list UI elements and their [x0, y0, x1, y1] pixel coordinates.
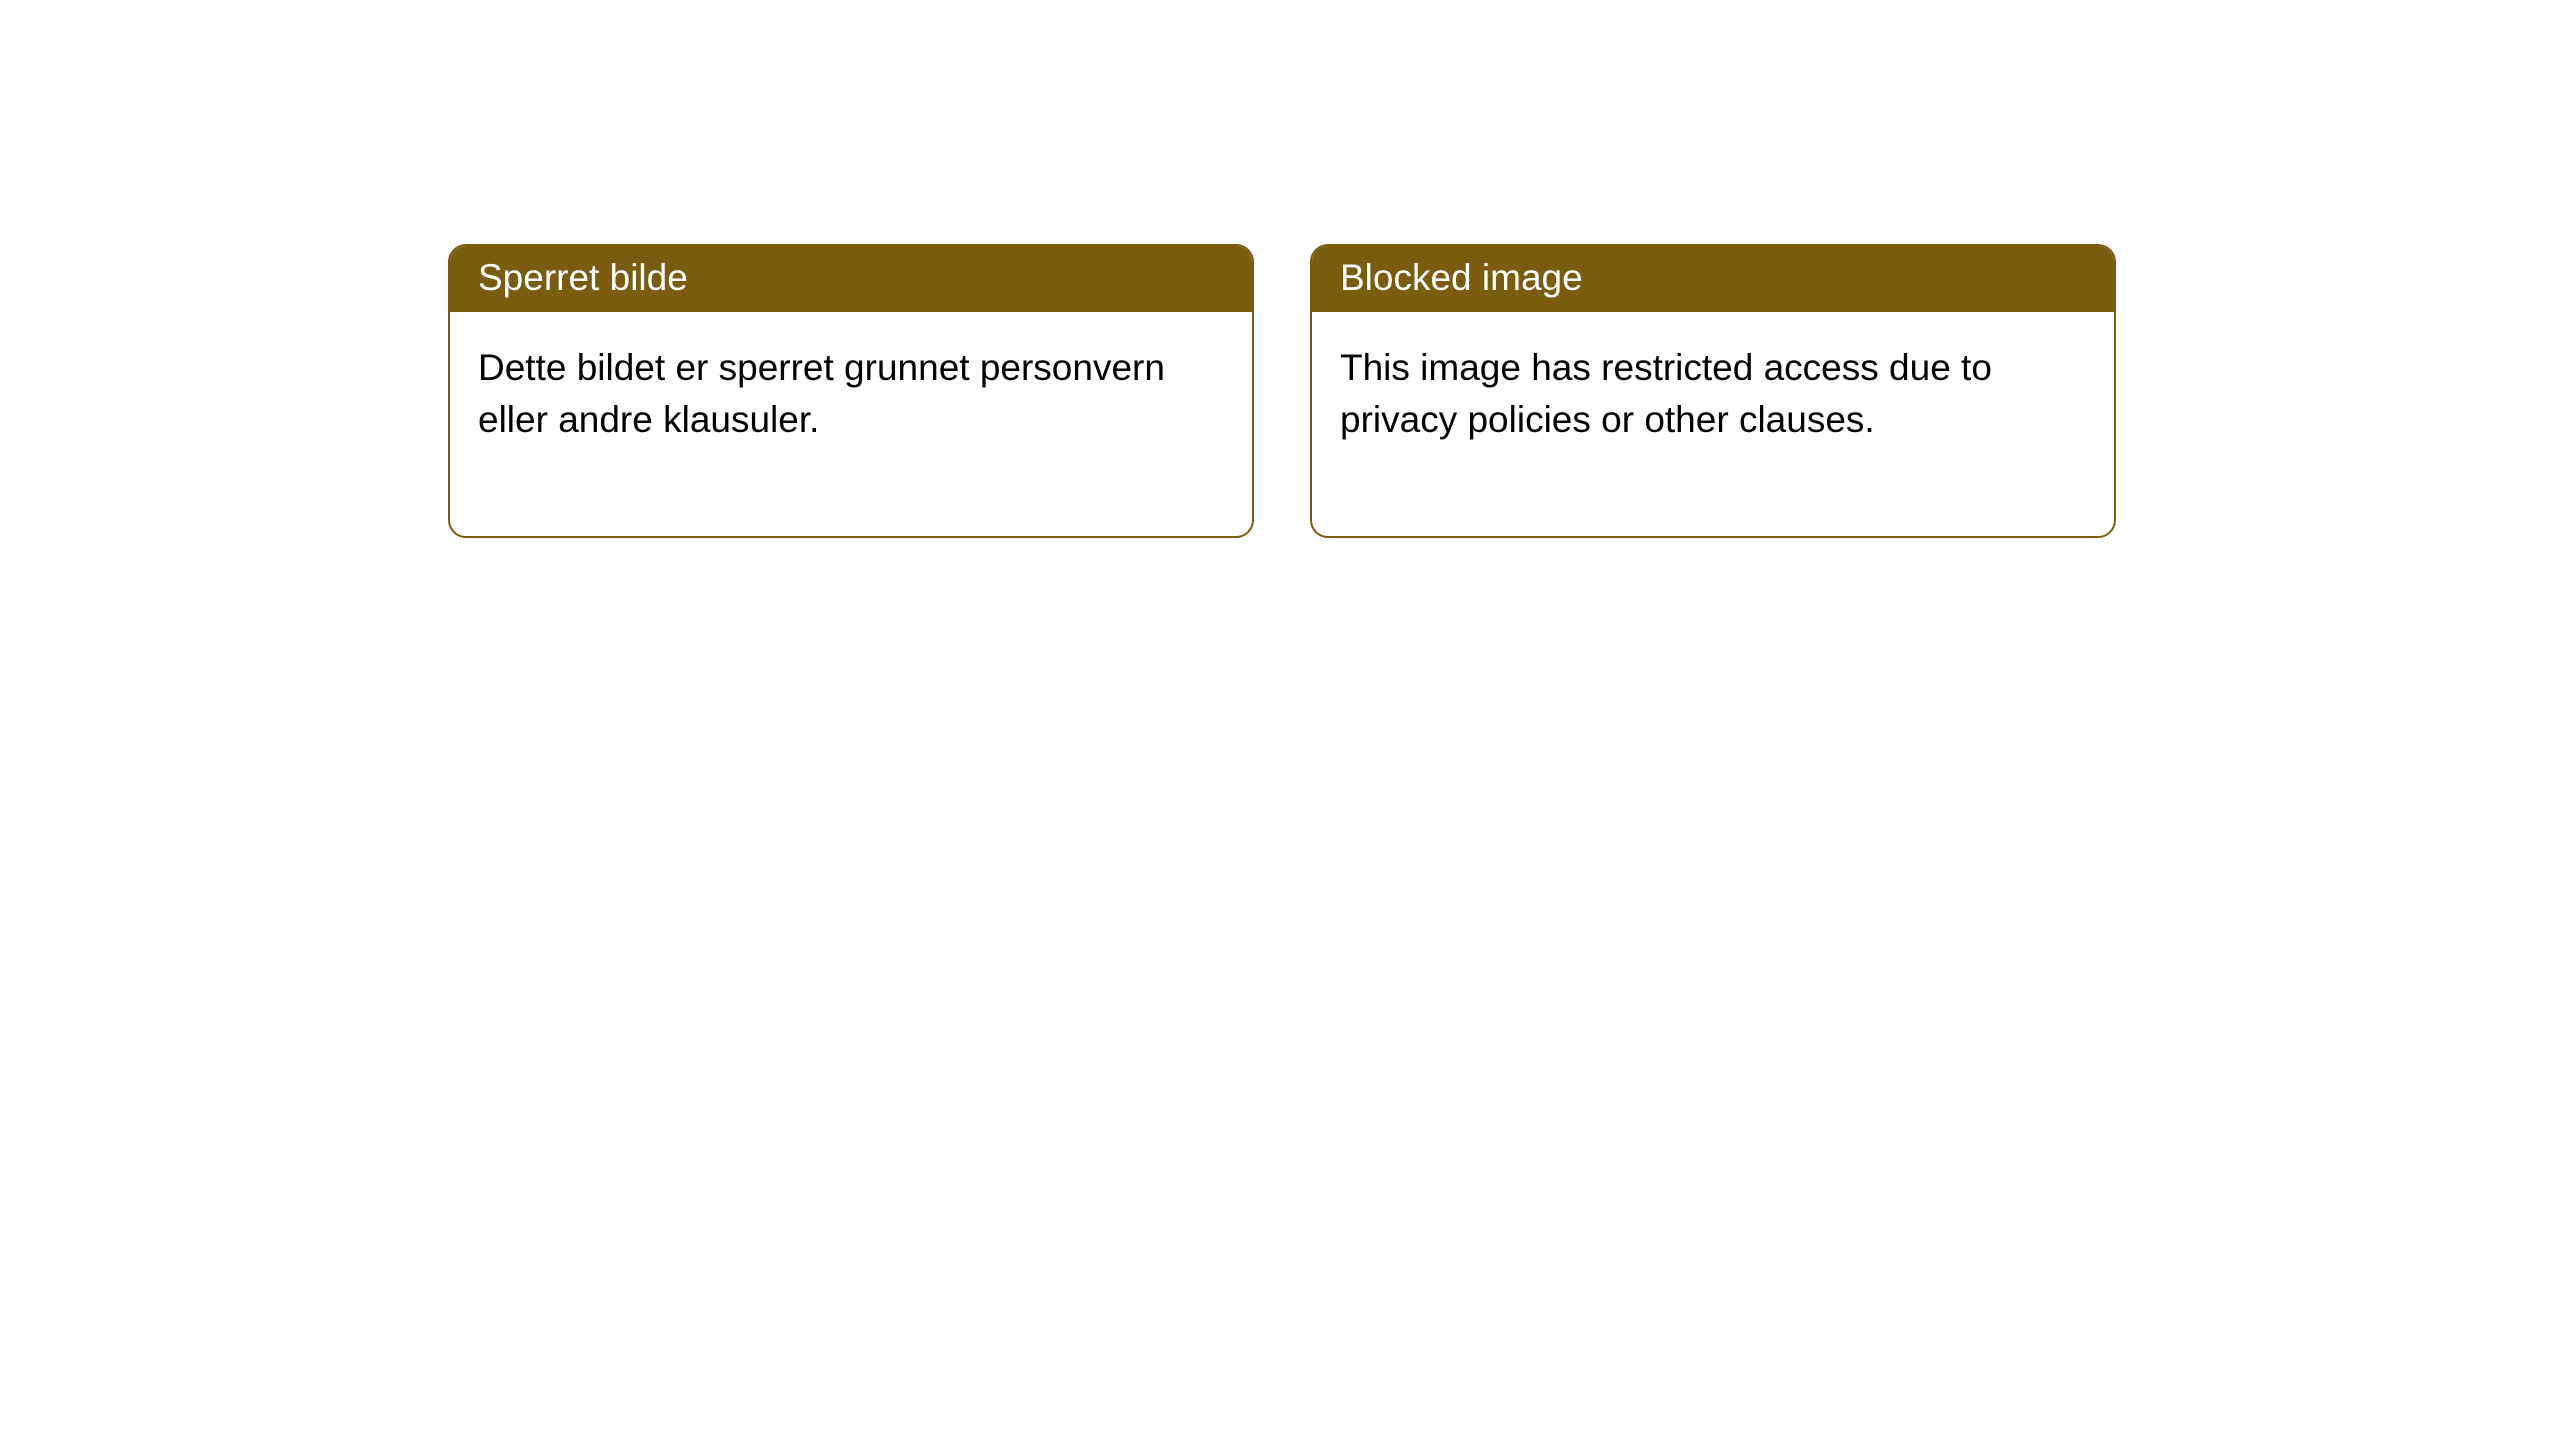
notice-body-english: This image has restricted access due to … — [1312, 312, 2114, 536]
notice-body-norwegian: Dette bildet er sperret grunnet personve… — [450, 312, 1252, 536]
notice-card-norwegian: Sperret bilde Dette bildet er sperret gr… — [448, 244, 1254, 538]
notice-container: Sperret bilde Dette bildet er sperret gr… — [0, 0, 2560, 538]
notice-card-english: Blocked image This image has restricted … — [1310, 244, 2116, 538]
notice-title-english: Blocked image — [1312, 246, 2114, 312]
notice-title-norwegian: Sperret bilde — [450, 246, 1252, 312]
